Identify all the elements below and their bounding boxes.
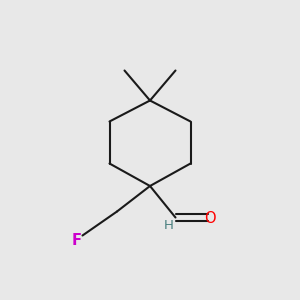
Text: O: O (204, 211, 216, 226)
Text: H: H (164, 219, 174, 232)
Text: F: F (71, 233, 82, 248)
